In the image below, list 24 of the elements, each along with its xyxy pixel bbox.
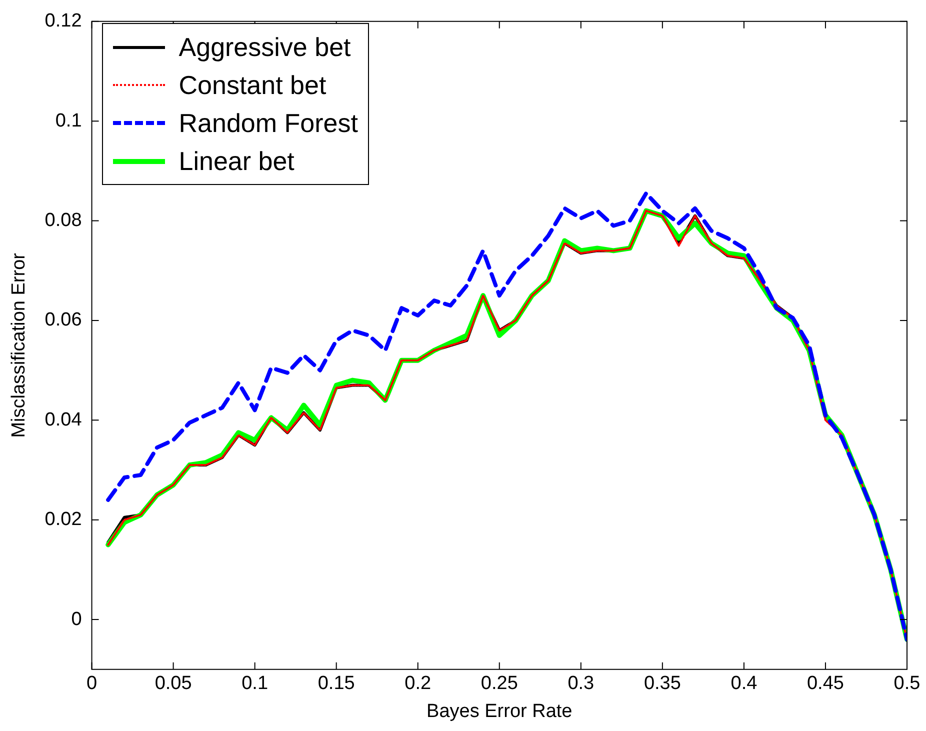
x-tick-label: 0.45 [806,673,844,694]
y-tick-label: 0.06 [44,310,82,331]
x-tick-label: 0.4 [730,673,758,694]
x-tick-label: 0.35 [644,673,681,694]
y-axis-title: Misclassification Error [8,252,30,438]
x-tick-label: 0.15 [318,673,355,694]
x-tick-label: 0.1 [242,673,268,694]
x-tick-label: 0.5 [894,673,920,694]
legend-label: Linear bet [178,146,294,177]
x-tick-label: 0.3 [568,673,594,694]
y-tick-label: 0 [71,608,82,630]
legend-label: Random Forest [178,108,358,139]
legend-label: Aggressive bet [178,32,351,63]
x-tick-label: 0.2 [404,673,432,694]
y-tick-label: 0.04 [44,409,82,430]
y-tick-label: 0.02 [44,509,82,530]
y-tick-label: 0.12 [44,10,82,32]
legend-label: Constant bet [178,70,326,101]
x-tick-label: 0.05 [154,673,192,694]
y-tick-label: 0.1 [55,110,82,132]
y-tick-label: 0.08 [44,210,82,232]
x-axis-title: Bayes Error Rate [426,700,572,722]
x-tick-label: 0 [86,673,98,694]
x-tick-label: 0.25 [480,673,518,694]
